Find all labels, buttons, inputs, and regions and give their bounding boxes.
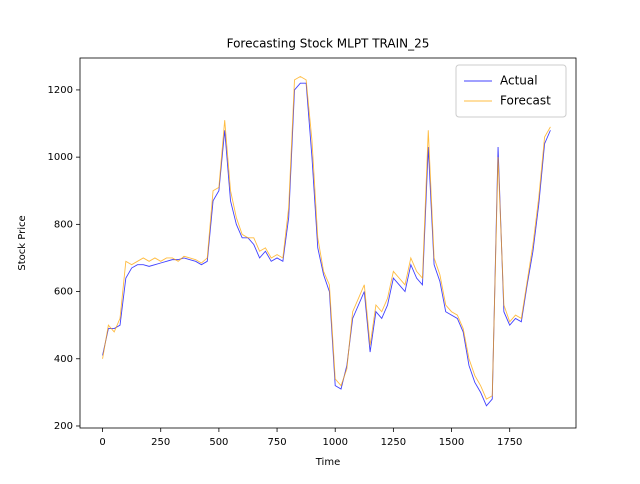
y-tick-label: 200 xyxy=(54,421,73,432)
x-tick-label: 1250 xyxy=(381,437,406,448)
legend-label: Forecast xyxy=(500,94,551,108)
x-tick-label: 1750 xyxy=(497,437,522,448)
x-tick-label: 500 xyxy=(209,437,228,448)
x-tick-label: 1000 xyxy=(322,437,347,448)
x-axis-label: Time xyxy=(315,457,340,468)
y-tick-label: 400 xyxy=(54,354,73,365)
series-line xyxy=(102,82,551,407)
legend-label: Actual xyxy=(500,74,538,88)
x-tick-label: 1500 xyxy=(439,437,464,448)
legend-box xyxy=(455,64,567,118)
y-tick-label: 1000 xyxy=(48,152,73,163)
x-tick-label: 0 xyxy=(99,437,105,448)
y-tick-label: 1200 xyxy=(48,85,73,96)
plot-frame xyxy=(79,57,577,429)
y-tick-label: 600 xyxy=(54,287,73,298)
series-line xyxy=(102,75,551,400)
y-axis-label: Stock Price xyxy=(17,215,28,270)
x-tick-label: 250 xyxy=(151,437,170,448)
x-tick-label: 750 xyxy=(268,437,287,448)
chart-title: Forecasting Stock MLPT TRAIN_25 xyxy=(227,37,430,51)
y-tick-label: 800 xyxy=(54,219,73,230)
